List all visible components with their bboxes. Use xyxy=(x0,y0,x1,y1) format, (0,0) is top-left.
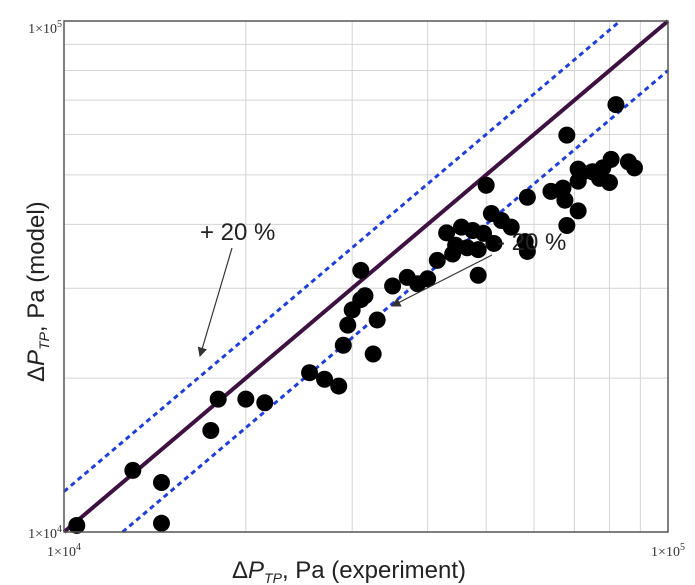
data-point xyxy=(202,421,220,439)
data-point xyxy=(558,216,576,234)
x-axis-label-rest: , Pa (experiment) xyxy=(282,557,466,584)
data-points xyxy=(68,96,643,534)
x-axis-label-delta: Δ xyxy=(232,557,248,584)
data-point xyxy=(152,514,170,532)
y-axis-label: ΔPTP, Pa (model) xyxy=(23,201,52,382)
data-point xyxy=(330,377,348,395)
data-point xyxy=(68,516,86,534)
minus-20-annotation: - 20 % xyxy=(497,229,566,256)
minus-20-arrow xyxy=(390,254,493,307)
data-point xyxy=(558,126,576,144)
upper-band-line xyxy=(63,19,622,493)
y-axis-label-delta: Δ xyxy=(23,366,50,382)
x-tick-label: 1×104 xyxy=(47,542,81,560)
x-axis-label: ΔPTP, Pa (experiment) xyxy=(232,557,466,585)
data-point xyxy=(356,287,374,305)
y-axis-label-sub: TP xyxy=(36,331,52,350)
data-point xyxy=(124,461,142,479)
data-point xyxy=(518,242,536,260)
data-point xyxy=(600,174,618,192)
data-point xyxy=(301,364,319,382)
data-point xyxy=(518,188,536,206)
data-point xyxy=(428,251,446,269)
y-tick-label: 1×105 xyxy=(28,19,62,37)
x-tick-label: 1×105 xyxy=(651,542,685,560)
data-point xyxy=(368,311,386,329)
data-point xyxy=(364,345,382,363)
data-point xyxy=(625,159,643,177)
tick-labels: 1×104 1×105 1×104 1×105 xyxy=(28,19,685,560)
data-point xyxy=(607,96,625,114)
data-point xyxy=(569,202,587,220)
data-point xyxy=(316,370,334,388)
data-point xyxy=(438,224,456,242)
data-point xyxy=(469,266,487,284)
data-point xyxy=(334,336,352,354)
data-point xyxy=(237,390,255,408)
data-point xyxy=(469,241,487,259)
data-point xyxy=(256,394,274,412)
lower-band-line xyxy=(121,69,669,534)
data-point xyxy=(485,234,503,252)
data-point xyxy=(152,473,170,491)
plus-20-arrow xyxy=(197,247,233,358)
data-point xyxy=(209,390,227,408)
x-axis-label-main: P xyxy=(248,557,264,584)
y-axis-label-main: P xyxy=(23,350,50,366)
y-axis-label-rest: , Pa (model) xyxy=(23,201,50,332)
data-point xyxy=(339,316,357,334)
data-point xyxy=(419,270,437,288)
data-point xyxy=(477,176,495,194)
data-point xyxy=(384,277,402,295)
plus-20-annotation: + 20 % xyxy=(200,219,275,246)
plot-frame xyxy=(63,20,669,533)
data-point xyxy=(556,191,574,209)
data-point xyxy=(352,261,370,279)
y-tick-label: 1×104 xyxy=(28,524,62,542)
x-axis-label-sub: TP xyxy=(264,570,283,585)
data-point xyxy=(602,150,620,168)
data-point xyxy=(502,218,520,236)
